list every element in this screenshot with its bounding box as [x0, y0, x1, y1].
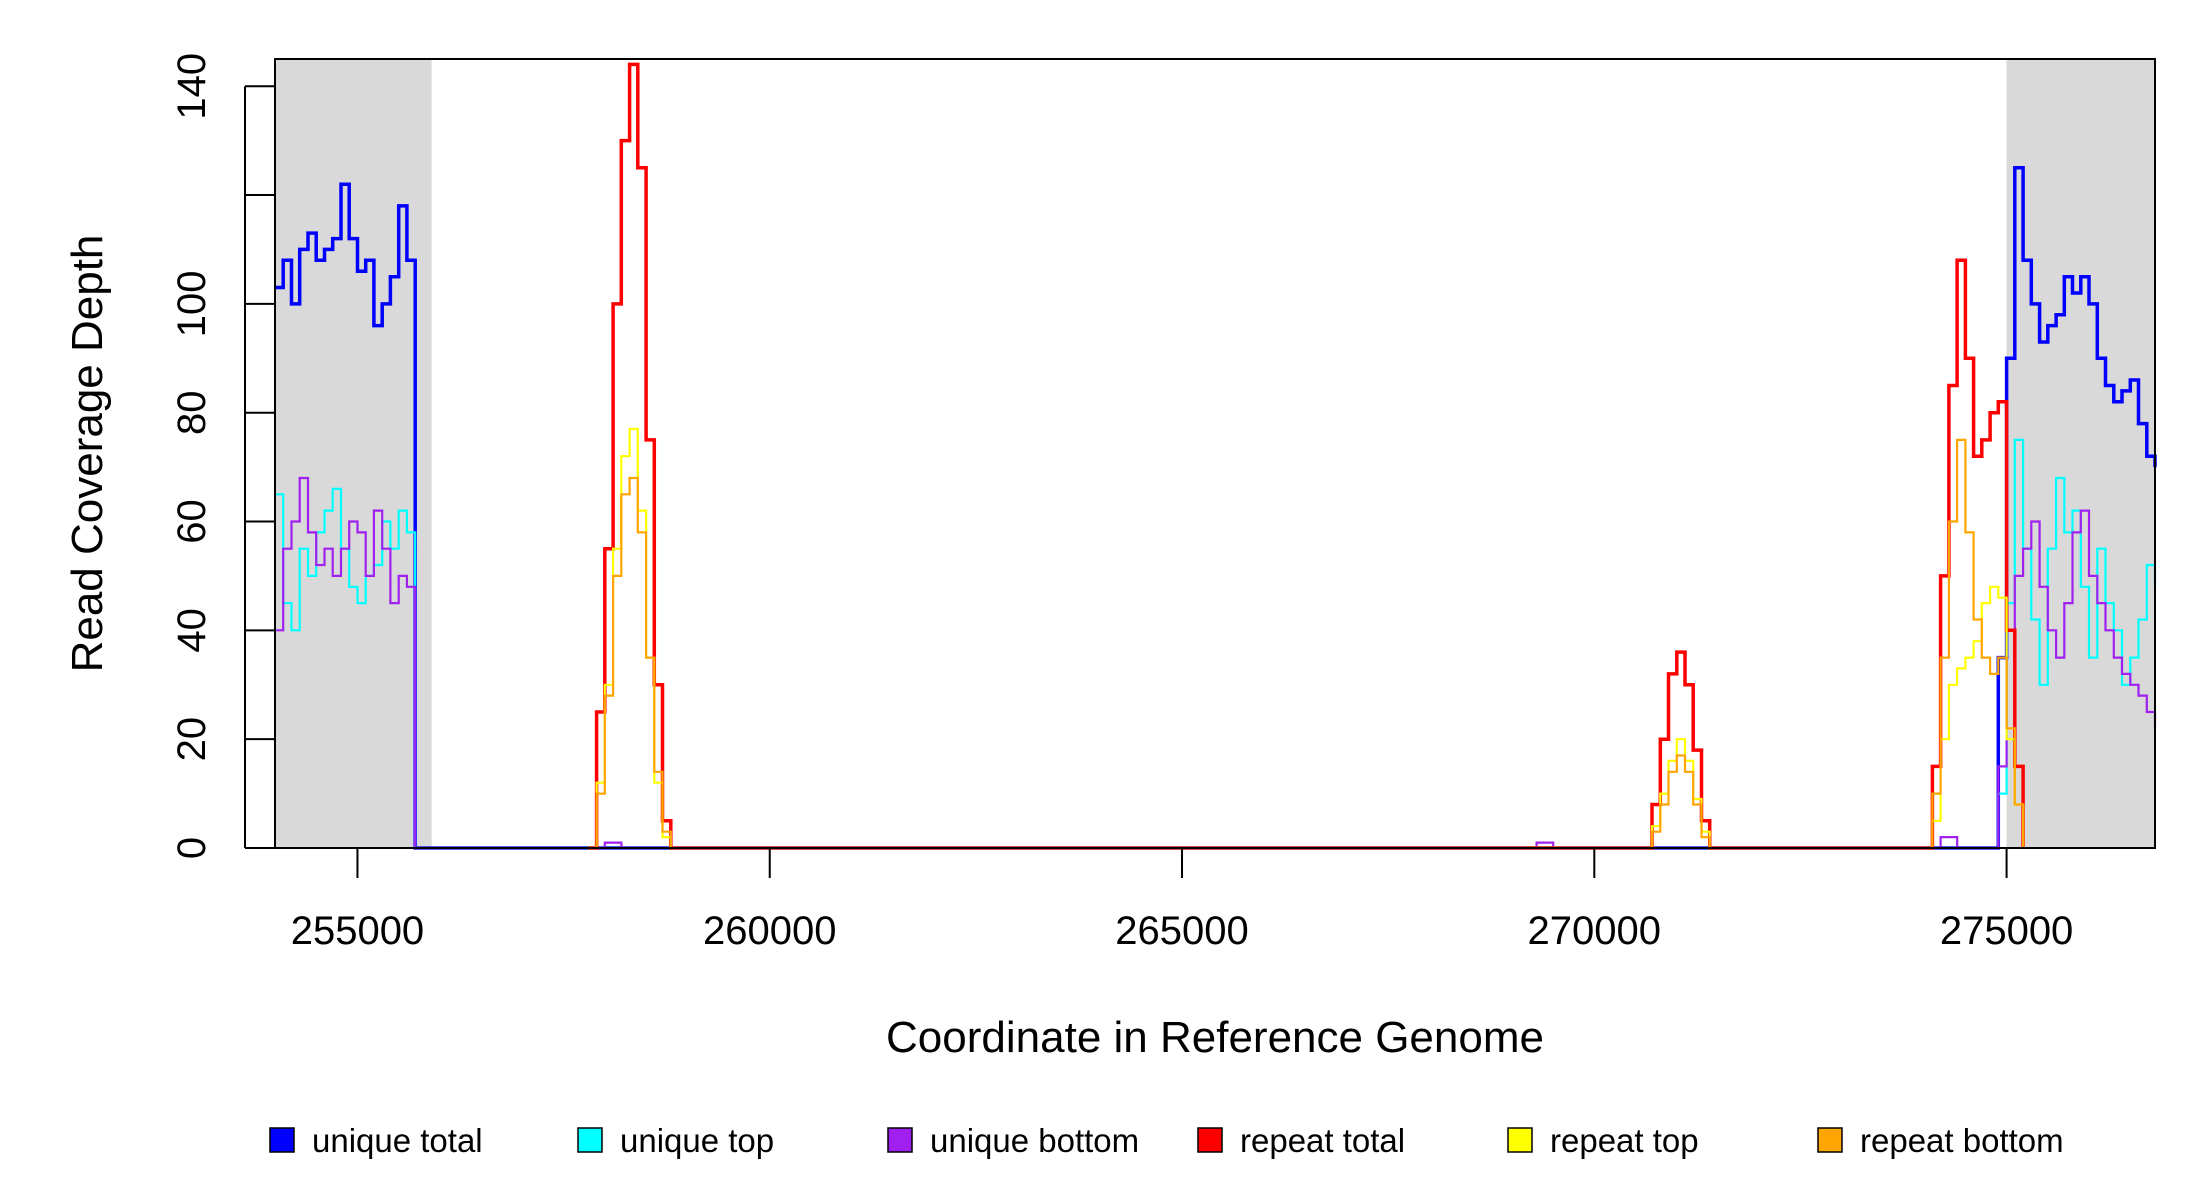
legend-label-repeat-total: repeat total	[1240, 1122, 1405, 1159]
legend-swatch-repeat-bottom	[1817, 1127, 1843, 1153]
shaded-region-1	[275, 59, 432, 848]
legend-label-repeat-top: repeat top	[1550, 1122, 1699, 1159]
y-tick-label: 40	[170, 608, 214, 653]
legend-swatch-unique-top	[577, 1127, 603, 1153]
series-line-unique-bottom	[275, 476, 2157, 850]
x-axis: 255000 260000 265000 270000 275000	[291, 847, 2073, 953]
series-line-unique-total	[275, 166, 2157, 850]
x-tick-label: 265000	[1115, 909, 1248, 953]
series-line-repeat-total	[588, 62, 2025, 850]
y-axis: 0 20 40 60 80 100 140	[170, 53, 275, 859]
x-axis-title: Coordinate in Reference Genome	[886, 1013, 1544, 1062]
series-lines	[275, 62, 2157, 850]
legend-swatch-repeat-top	[1507, 1127, 1533, 1153]
legend-label-unique-top: unique top	[620, 1122, 774, 1159]
legend: unique total unique top unique bottom repea…	[269, 1122, 2064, 1159]
shaded-region-2	[2006, 59, 2155, 848]
y-tick-label: 20	[170, 717, 214, 762]
y-tick-label: 80	[170, 390, 214, 435]
y-tick-label: 140	[170, 53, 214, 120]
y-tick-label: 60	[170, 499, 214, 544]
shaded-regions	[275, 59, 2155, 848]
x-tick-label: 255000	[291, 909, 424, 953]
plot-frame	[274, 58, 2156, 849]
x-tick-label: 275000	[1940, 909, 2073, 953]
legend-label-unique-bottom: unique bottom	[930, 1122, 1139, 1159]
legend-label-repeat-bottom: repeat bottom	[1860, 1122, 2064, 1159]
y-tick-label: 0	[170, 837, 214, 859]
legend-swatch-unique-bottom	[887, 1127, 913, 1153]
legend-swatch-unique-total	[269, 1127, 295, 1153]
x-tick-label: 260000	[703, 909, 836, 953]
y-axis-title: Read Coverage Depth	[63, 235, 112, 673]
x-tick-label: 270000	[1528, 909, 1661, 953]
legend-label-unique-total: unique total	[312, 1122, 483, 1159]
series-line-repeat-bottom	[588, 438, 2025, 850]
series-line-repeat-top	[588, 427, 2025, 850]
y-tick-label: 100	[170, 270, 214, 337]
series-line-unique-top	[275, 438, 2157, 850]
legend-swatch-repeat-total	[1197, 1127, 1223, 1153]
